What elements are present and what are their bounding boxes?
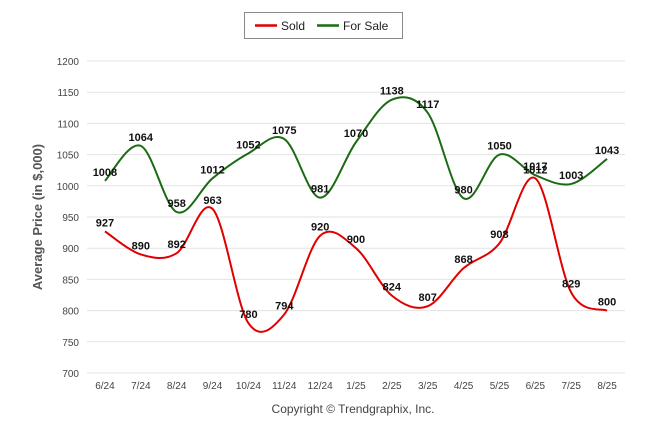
grid [87, 60, 625, 374]
sold-data-label: 829 [562, 279, 580, 291]
x-tick-label: 6/24 [95, 381, 115, 392]
y-tick-label: 750 [62, 338, 79, 349]
x-tick-label: 3/25 [418, 381, 438, 392]
y-tick-label: 1150 [57, 88, 79, 99]
for-sale-data-label: 1008 [93, 167, 117, 179]
x-tick-label: 4/25 [454, 381, 474, 392]
sold-data-label: 892 [167, 239, 185, 251]
x-tick-label: 7/24 [131, 381, 151, 392]
sold-data-label: 794 [275, 300, 294, 312]
for-sale-data-label: 1043 [595, 145, 619, 157]
for-sale-data-label: 1138 [380, 86, 404, 98]
for-sale-data-label: 1050 [487, 141, 511, 153]
for-sale-data-label: 1012 [200, 164, 224, 176]
legend[interactable]: Sold For Sale [244, 12, 403, 39]
for-sale-data-label: 1003 [559, 170, 583, 182]
y-axis-ticks: 700 750 800 850 900 950 1000 1050 1100 1150 1200 [57, 57, 80, 380]
y-tick-label: 1000 [57, 182, 80, 193]
for-sale-data-label: 1052 [236, 139, 260, 151]
for-sale-data-label: 1075 [272, 125, 296, 137]
x-tick-label: 9/24 [203, 381, 223, 392]
for-sale-legend-label[interactable]: For Sale [343, 19, 389, 33]
sold-data-label: 927 [96, 217, 114, 229]
sold-data-label: 920 [311, 222, 329, 234]
y-tick-label: 900 [62, 244, 79, 255]
sold-data-label: 807 [419, 292, 437, 304]
sold-data-label: 890 [132, 240, 150, 252]
x-tick-label: 8/24 [167, 381, 187, 392]
x-tick-label: 11/24 [272, 381, 297, 392]
for-sale-data-label: 1117 [416, 99, 439, 111]
sold-data-label: 800 [598, 297, 616, 309]
x-tick-label: 10/24 [236, 381, 261, 392]
for-sale-data-label: 1017 [523, 161, 547, 173]
for-sale-series-line [104, 96, 608, 214]
sold-data-label: 1012 [523, 164, 547, 176]
sold-data-label: 824 [383, 282, 402, 294]
y-tick-label: 1100 [57, 119, 79, 130]
x-tick-label: 8/25 [597, 381, 617, 392]
for-sale-data-label: 1070 [344, 128, 368, 140]
for-sale-data-label: 1064 [129, 132, 154, 144]
for-sale-data-label: 980 [454, 184, 472, 196]
y-axis-title: Average Price (in $,000) [30, 144, 45, 290]
x-tick-label: 5/25 [490, 381, 510, 392]
sold-data-label: 900 [347, 234, 365, 246]
y-tick-label: 700 [62, 369, 79, 380]
y-tick-label: 850 [62, 275, 79, 286]
series-lines [104, 96, 608, 333]
y-tick-label: 950 [62, 213, 79, 224]
y-tick-label: 1050 [57, 151, 80, 162]
x-tick-label: 1/25 [346, 381, 366, 392]
sold-data-label: 908 [490, 229, 508, 241]
for-sale-data-label: 981 [311, 184, 329, 196]
sold-data-label: 963 [203, 195, 221, 207]
x-tick-label: 7/25 [561, 381, 581, 392]
sold-legend-label[interactable]: Sold [281, 19, 305, 33]
sold-series-line [104, 176, 608, 333]
x-tick-label: 6/25 [526, 381, 546, 392]
x-axis-ticks: 6/24 7/24 8/24 9/24 10/24 11/24 12/24 1/25 2/25 3… [95, 381, 617, 392]
sold-data-label: 868 [454, 254, 472, 266]
data-labels: 927 890 892 963 780 794 920 900 824 807 868 908 1012… [93, 86, 620, 321]
sold-data-label: 780 [239, 309, 257, 321]
y-tick-label: 1200 [57, 57, 80, 68]
x-tick-label: 2/25 [382, 381, 402, 392]
x-tick-label: 12/24 [308, 381, 333, 392]
for-sale-data-label: 958 [167, 198, 185, 210]
copyright-footer: Copyright © Trendgraphix, Inc. [272, 402, 435, 416]
y-tick-label: 800 [62, 307, 79, 318]
